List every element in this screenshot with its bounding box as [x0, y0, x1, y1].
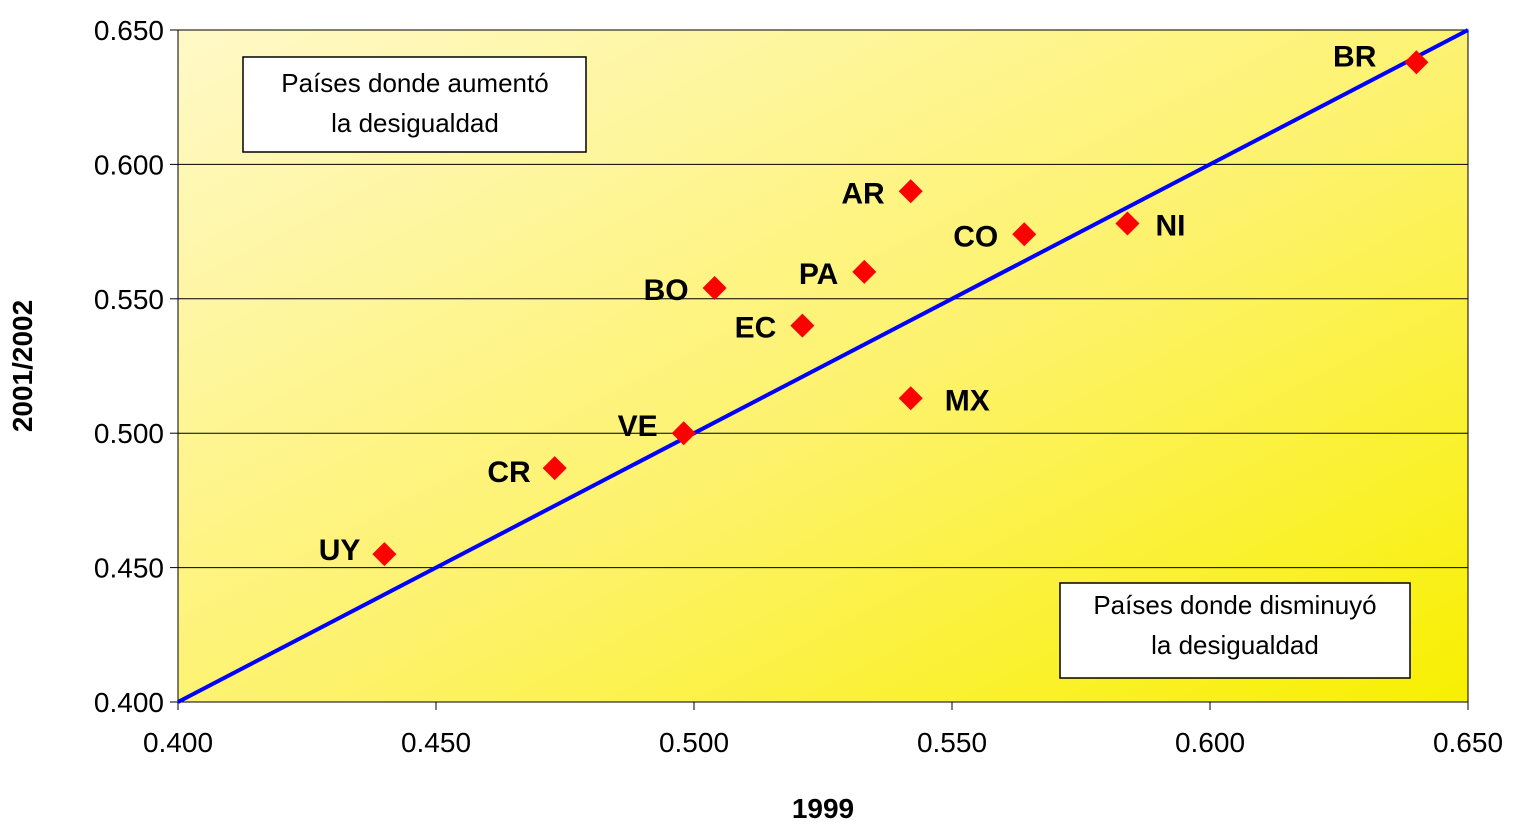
- x-axis-ticks: 0.400 0.450 0.500 0.550 0.600 0.650: [143, 702, 1503, 758]
- point-marker-br: [1404, 50, 1429, 75]
- point-marker-ar: [898, 179, 923, 204]
- y-axis-ticks: 0.400 0.450 0.500 0.550 0.600 0.650: [94, 15, 178, 718]
- annotation-decrease-line-2: la desigualdad: [1151, 630, 1319, 660]
- x-tick-label: 0.400: [143, 727, 213, 758]
- y-tick-label: 0.600: [94, 149, 164, 180]
- point-marker-cr: [542, 456, 567, 481]
- annotation-increase-line-1: Países donde aumentó: [281, 68, 548, 98]
- x-tick-label: 0.550: [917, 727, 987, 758]
- point-marker-ve: [671, 421, 696, 446]
- annotation-decrease-line-1: Países donde disminuyó: [1093, 590, 1376, 620]
- point-marker-bo: [702, 276, 727, 301]
- point-label-uy: UY: [319, 534, 361, 567]
- y-tick-label: 0.500: [94, 418, 164, 449]
- point-marker-ni: [1115, 211, 1140, 236]
- point-marker-mx: [898, 386, 923, 411]
- x-tick-label: 0.450: [401, 727, 471, 758]
- point-label-ni: NI: [1155, 210, 1185, 243]
- point-marker-ec: [790, 313, 815, 338]
- point-label-ec: EC: [735, 312, 777, 345]
- point-label-co: CO: [953, 220, 998, 253]
- x-tick-label: 0.500: [659, 727, 729, 758]
- annotation-decrease-box: Países donde disminuyó la desigualdad: [1059, 582, 1411, 679]
- equality-line: [177, 28, 1469, 704]
- data-points: BR AR CO NI PA BO EC MX VE CR UY: [319, 40, 1429, 567]
- y-axis-title: 2001/2002: [7, 300, 38, 432]
- annotation-increase-box: Países donde aumentó la desigualdad: [242, 56, 587, 153]
- y-tick-label: 0.400: [94, 687, 164, 718]
- annotation-increase-line-2: la desigualdad: [331, 108, 499, 138]
- point-marker-co: [1012, 222, 1037, 247]
- x-axis-title: 1999: [792, 793, 854, 824]
- point-marker-pa: [852, 259, 877, 284]
- point-label-bo: BO: [644, 274, 689, 307]
- point-label-mx: MX: [945, 384, 990, 417]
- y-tick-label: 0.650: [94, 15, 164, 46]
- gridlines: [178, 163, 1468, 569]
- point-label-ve: VE: [618, 410, 658, 443]
- x-tick-label: 0.600: [1175, 727, 1245, 758]
- point-label-br: BR: [1333, 40, 1377, 73]
- plot-border: [177, 29, 1469, 703]
- point-label-pa: PA: [799, 258, 838, 291]
- point-label-ar: AR: [841, 177, 885, 210]
- y-tick-label: 0.450: [94, 553, 164, 584]
- point-marker-uy: [372, 542, 397, 567]
- y-tick-label: 0.550: [94, 284, 164, 315]
- point-label-cr: CR: [487, 456, 531, 489]
- x-tick-label: 0.650: [1433, 727, 1503, 758]
